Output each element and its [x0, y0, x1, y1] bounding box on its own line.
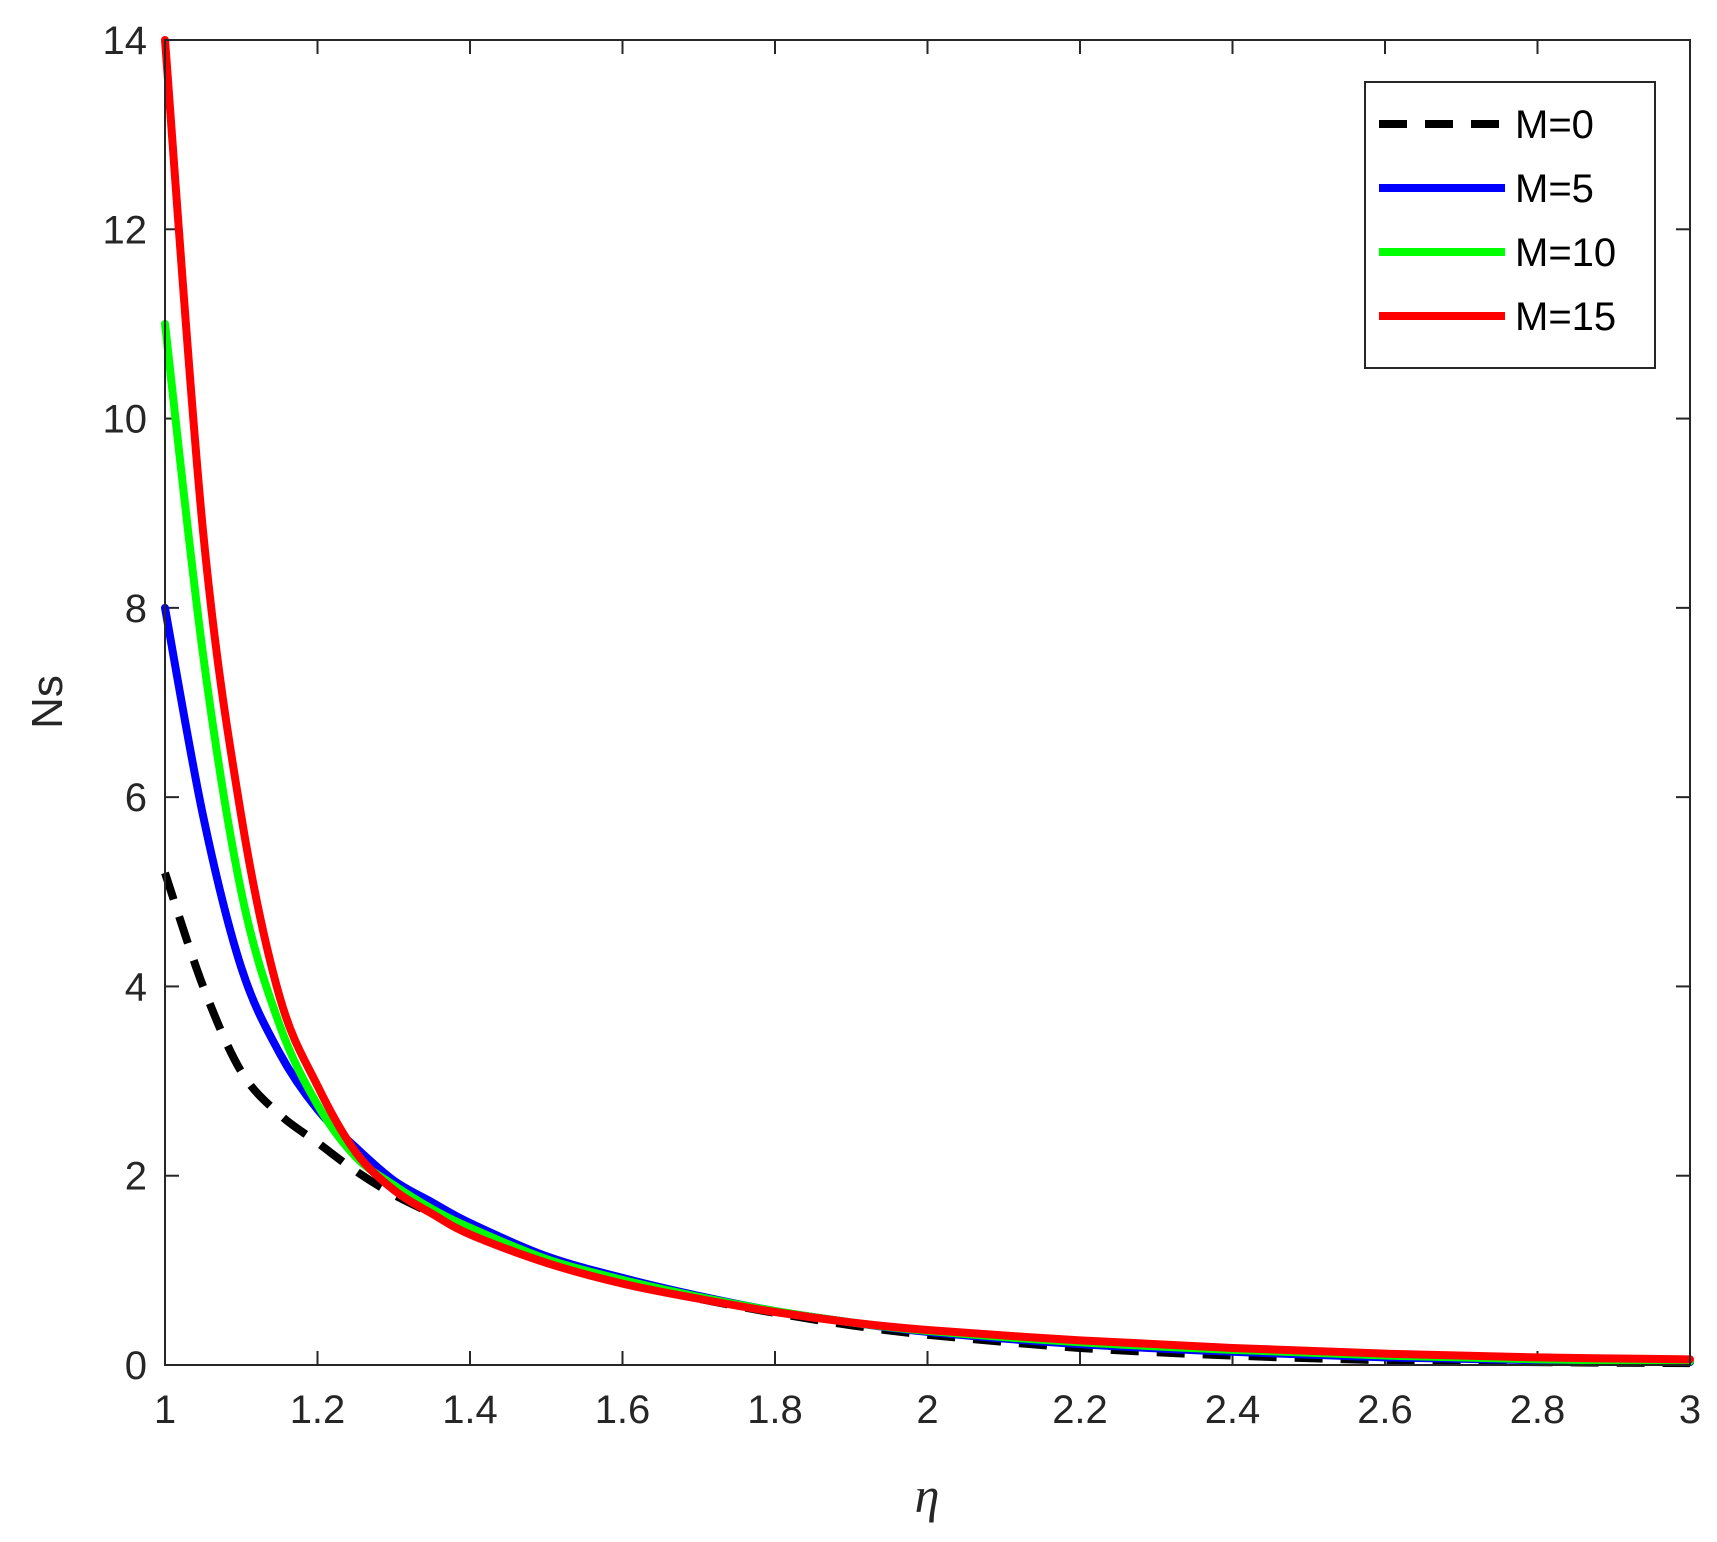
y-tick-label-0: 0: [125, 1344, 147, 1388]
x-tick-label-7: 2.4: [1205, 1388, 1261, 1432]
x-tick-label-3: 1.6: [595, 1388, 651, 1432]
plot-frame: [164, 39, 1691, 1366]
legend: M=0 M=5 M=10 M=15: [1364, 81, 1656, 369]
y-tick-label-4: 8: [125, 587, 147, 631]
x-tick-label-10: 3: [1679, 1388, 1701, 1432]
y-axis-title: Ns: [23, 675, 72, 729]
series-line-m-15: [161, 36, 1694, 1364]
series-layer: [161, 36, 1694, 1368]
y-tick-label-5: 10: [103, 398, 148, 442]
y-tick-label-6: 12: [103, 208, 148, 252]
x-tick-label-6: 2.2: [1052, 1388, 1108, 1432]
y-tick-label-1: 2: [125, 1155, 147, 1199]
legend-label-3: M=15: [1515, 295, 1616, 339]
y-tick-label-3: 6: [125, 776, 147, 820]
y-tick-label-7: 14: [103, 19, 148, 63]
x-tick-label-4: 1.8: [747, 1388, 803, 1432]
x-tick-label-8: 2.6: [1357, 1388, 1413, 1432]
x-tick-label-0: 1: [154, 1388, 176, 1432]
x-axis-title: η: [915, 1467, 940, 1523]
tick-labels: 1 1.2 1.4 1.6 1.8 2 2.2 2.4 2.6 2.8 3 0 2 4 6 8 10 12 14: [103, 19, 1702, 1432]
legend-label-0: M=0: [1515, 103, 1594, 147]
legend-label-1: M=5: [1515, 167, 1594, 211]
legend-box: [1364, 81, 1656, 369]
x-tick-label-1: 1.2: [290, 1388, 346, 1432]
legend-label-2: M=10: [1515, 231, 1616, 275]
x-tick-label-2: 1.4: [442, 1388, 498, 1432]
y-tick-label-2: 4: [125, 965, 147, 1009]
x-tick-label-9: 2.8: [1510, 1388, 1566, 1432]
x-tick-label-5: 2: [916, 1388, 938, 1432]
